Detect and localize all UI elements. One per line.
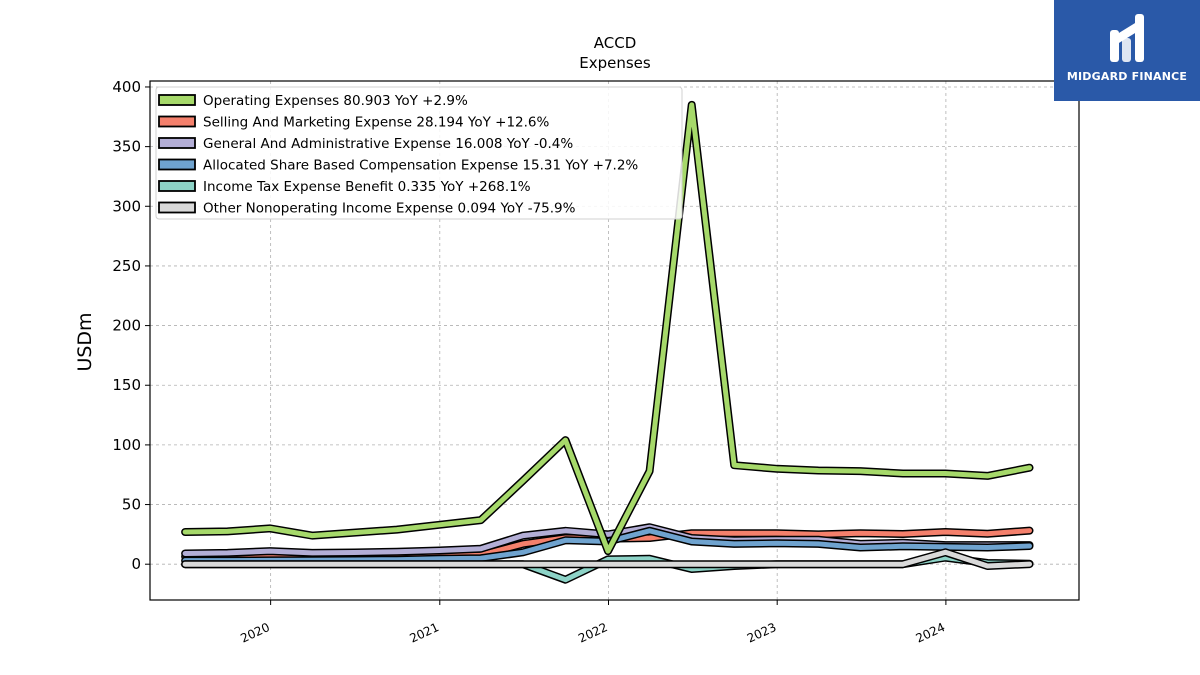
- y-axis-label: USDm: [74, 312, 96, 371]
- legend-swatch: [158, 115, 196, 128]
- y-tick-label: 200: [112, 317, 141, 335]
- x-tick-label: 2024: [914, 620, 948, 646]
- legend-swatch: [158, 201, 196, 214]
- x-tick-label: 2021: [407, 620, 441, 646]
- legend-swatch: [158, 94, 196, 106]
- chart-title: ACCD: [594, 34, 637, 52]
- legend-entry: Other Nonoperating Income Expense 0.094 …: [203, 201, 576, 217]
- legend-entry: Income Tax Expense Benefit 0.335 YoY +26…: [203, 179, 531, 195]
- y-tick-label: 400: [112, 78, 141, 96]
- y-tick-label: 250: [112, 257, 141, 275]
- legend-entry: Selling And Marketing Expense 28.194 YoY…: [203, 115, 549, 131]
- legend-entry: General And Administrative Expense 16.00…: [203, 136, 573, 152]
- legend-swatch: [158, 158, 196, 171]
- legend-entry: Operating Expenses 80.903 YoY +2.9%: [203, 93, 468, 109]
- chart-subtitle: Expenses: [579, 54, 651, 72]
- series-other-nonoperating-income-expense: [181, 548, 1034, 570]
- brand-name: MIDGARD FINANCE: [1066, 70, 1188, 83]
- series-operating-expenses: [181, 100, 1034, 556]
- y-tick-label: 300: [112, 197, 141, 215]
- x-tick-label: 2020: [238, 620, 272, 646]
- series-line: [182, 549, 1032, 569]
- brand-mark-icon: [1110, 14, 1144, 62]
- series-line: [182, 102, 1032, 554]
- legend-swatch: [158, 137, 196, 149]
- plot-frame: [149, 80, 1080, 601]
- x-tick-label: 2022: [576, 620, 610, 646]
- y-tick-label: 0: [131, 555, 141, 573]
- y-tick-label: 150: [112, 376, 141, 394]
- legend-swatch: [158, 180, 196, 192]
- legend-entry: Allocated Share Based Compensation Expen…: [203, 158, 638, 174]
- y-tick-label: 50: [122, 496, 141, 514]
- brand-logo: MIDGARD FINANCE: [1054, 0, 1200, 101]
- y-tick-label: 350: [112, 138, 141, 156]
- legend: [155, 86, 683, 220]
- x-tick-label: 2023: [745, 620, 779, 646]
- y-tick-label: 100: [112, 436, 141, 454]
